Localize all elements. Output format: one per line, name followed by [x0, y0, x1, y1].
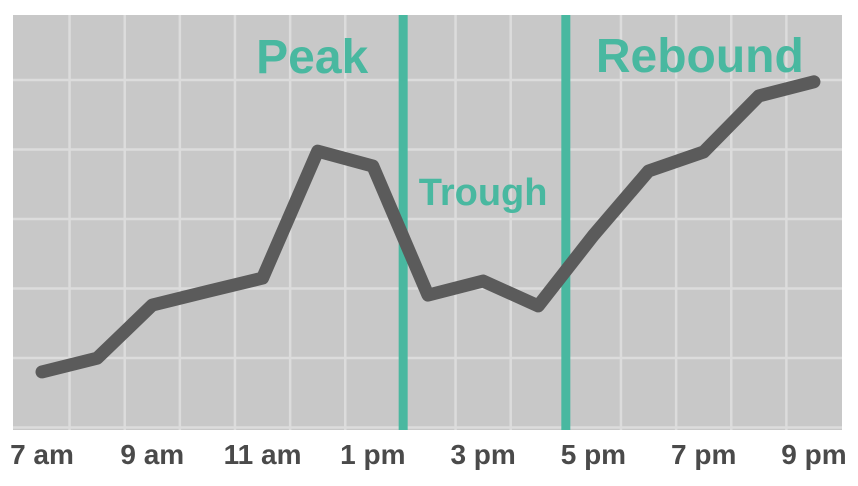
series-line-energy-level — [35, 75, 821, 379]
x-tick-label: 5 pm — [561, 439, 626, 470]
x-tick-label: 3 pm — [450, 439, 515, 470]
phase-label-rebound: Rebound — [596, 30, 804, 83]
x-tick-label: 9 pm — [781, 439, 846, 470]
x-tick-label: 7 pm — [671, 439, 736, 470]
plot-area — [13, 15, 842, 430]
x-tick-label: 1 pm — [340, 439, 405, 470]
phase-label-trough: Trough — [419, 172, 548, 214]
x-tick-label: 7 am — [10, 439, 74, 470]
phase-label-peak: Peak — [256, 31, 368, 84]
x-tick-label: 11 am — [224, 439, 302, 470]
x-tick-label: 9 am — [120, 439, 184, 470]
